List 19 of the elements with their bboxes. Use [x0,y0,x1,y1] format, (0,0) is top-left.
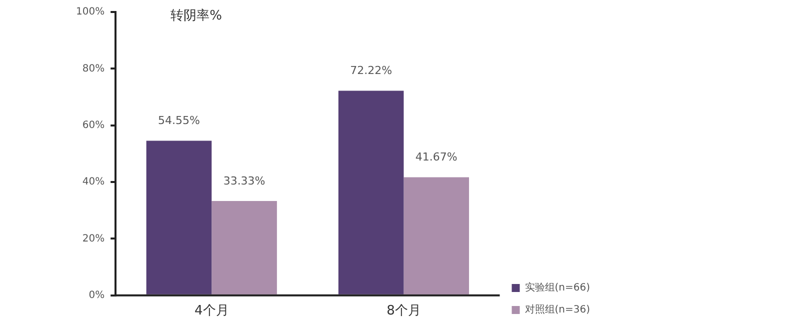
legend-label: 实验组(n=66) [524,282,590,294]
y-tick-label: 0% [88,290,105,301]
data-label: 33.33% [223,174,266,188]
y-axis-title: 转阴率% [170,7,222,24]
y-tick-label: 20% [82,233,105,244]
y-tick-label: 100% [76,6,105,18]
bar [146,140,212,294]
legend-label: 对照组(n=36) [524,304,590,316]
data-label: 41.67% [415,150,458,164]
bar [338,90,404,294]
x-tick-label: 4个月 [194,304,229,319]
y-tick-label: 80% [82,63,105,74]
x-tick-label: 8个月 [386,304,421,319]
data-label: 72.22% [350,64,392,78]
bar [404,177,470,294]
data-label: 54.55% [158,114,200,128]
bar [212,200,277,294]
y-tick-label: 60% [82,120,105,131]
y-tick-label: 40% [82,176,105,188]
